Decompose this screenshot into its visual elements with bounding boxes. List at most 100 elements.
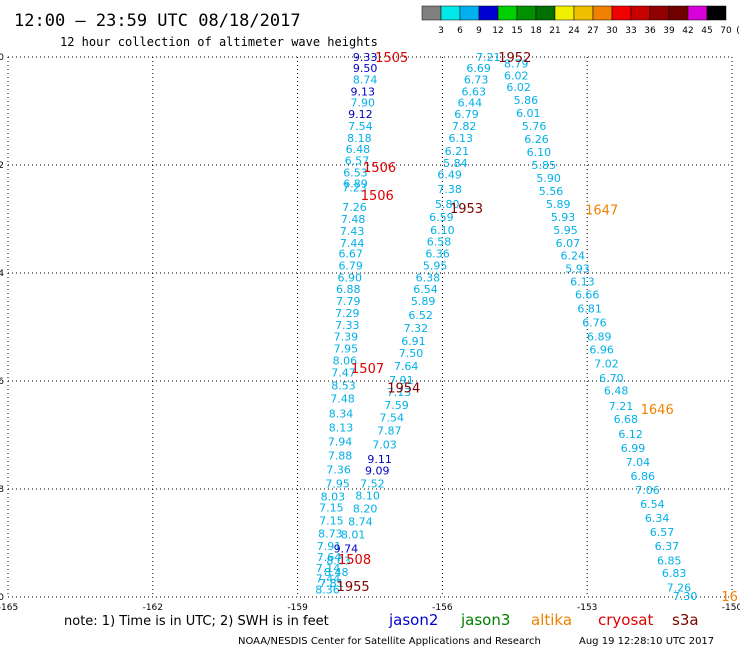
- pass-time-label: 16: [721, 590, 738, 605]
- wave-height-value: 7.91: [317, 540, 342, 553]
- color-scale-label: 45: [701, 26, 712, 36]
- wave-height-value: 7.43: [340, 225, 365, 238]
- wave-height-value: 7.21: [476, 51, 501, 64]
- wave-height-value: 7.94: [328, 435, 353, 448]
- wave-height-value: 5.89: [546, 198, 571, 211]
- y-tick-label: -46: [0, 377, 4, 387]
- wave-height-value: 5.85: [532, 159, 557, 172]
- pass-time-label: 1647: [585, 203, 618, 218]
- wave-height-value: 6.10: [527, 146, 552, 159]
- credit-text: NOAA/NESDIS Center for Satellite Applica…: [238, 636, 541, 647]
- color-scale-label: 70: [720, 26, 732, 36]
- color-swatch: [421, 5, 442, 21]
- wave-height-value: 8.20: [353, 502, 378, 515]
- wave-height-value: 7.59: [384, 399, 409, 412]
- wave-height-value: 6.48: [604, 385, 629, 398]
- wave-height-value: 8.73: [318, 527, 343, 540]
- wave-height-value: 7.44: [340, 237, 365, 250]
- timestamp-text: Aug 19 12:28:10 UTC 2017: [579, 636, 714, 647]
- satellite-legend: jason2 jason3 altika cryosat s3a: [388, 611, 699, 629]
- color-swatch: [535, 5, 556, 21]
- color-scale-label: 21: [549, 26, 560, 36]
- wave-height-value: 7.90: [351, 96, 376, 109]
- wave-height-value: 7.47: [331, 366, 356, 379]
- wave-height-value: 6.69: [466, 62, 491, 75]
- y-tick-label: -40: [0, 53, 4, 63]
- x-tick-label: -150: [722, 603, 740, 613]
- pass-time-label: 1506: [363, 161, 396, 176]
- wave-height-value: 8.13: [329, 421, 354, 434]
- wave-height-value: 6.36: [425, 248, 450, 261]
- wave-height-value: 9.33: [353, 51, 378, 64]
- wave-height-value: 5.56: [539, 185, 564, 198]
- color-swatch: [516, 5, 537, 21]
- color-swatch: [478, 5, 499, 21]
- wave-height-value: 6.85: [657, 554, 682, 567]
- pass-time-label: 1953: [450, 202, 483, 217]
- wave-height-value: 7.06: [635, 484, 660, 497]
- x-tick-label: -165: [0, 603, 18, 613]
- wave-height-value: 7.14: [316, 562, 341, 575]
- color-scale-label: 3: [438, 26, 444, 36]
- color-swatch: [459, 5, 480, 21]
- wave-height-value: 5.86: [514, 94, 539, 107]
- wave-height-value: 7.39: [334, 331, 359, 344]
- wave-height-value: 6.79: [338, 259, 363, 272]
- wave-height-value: 7.23: [342, 182, 367, 195]
- wave-height-value: 8.74: [353, 74, 378, 87]
- wave-height-value: 6.21: [445, 145, 470, 158]
- color-scale-label: 6: [457, 26, 463, 36]
- y-tick-label: -50: [0, 593, 4, 603]
- wave-height-value: 6.90: [337, 271, 362, 284]
- wave-height-value: 8.01: [341, 528, 366, 541]
- wave-height-value: 7.52: [360, 478, 385, 491]
- wave-height-value: 6.57: [345, 155, 370, 168]
- wave-height-value: 6.49: [437, 169, 462, 182]
- wave-height-value: 7.88: [328, 450, 353, 463]
- pass-time-label: 1506: [361, 189, 394, 204]
- wave-height-value: 7.48: [330, 392, 355, 405]
- wave-height-value: 9.74: [334, 542, 359, 555]
- wave-height-value: 6.57: [650, 526, 675, 539]
- wave-height-value: 6.58: [427, 236, 452, 249]
- wave-height-value: 6.13: [570, 276, 595, 289]
- wave-height-value: 7.15: [319, 501, 344, 514]
- wave-height-value: 8.79: [504, 57, 529, 70]
- wave-height-value: 8.36: [315, 583, 340, 596]
- wave-height-value: 6.70: [599, 372, 624, 385]
- wave-height-value: 6.52: [408, 309, 433, 322]
- legend-jason2: jason2: [388, 611, 438, 629]
- wave-height-value: 6.99: [621, 442, 646, 455]
- pass-time-label: 1954: [387, 381, 420, 396]
- wave-height-value: 6.01: [516, 107, 541, 120]
- wave-height-value: 6.54: [413, 283, 438, 296]
- wave-height-value: 7.26: [342, 201, 367, 214]
- wave-height-value: 7.64: [317, 551, 342, 564]
- color-swatch: [440, 5, 461, 21]
- wave-height-value: 7.26: [667, 581, 692, 594]
- wave-height-value: 9.50: [353, 62, 378, 75]
- wave-height-value: 7.44: [316, 573, 341, 586]
- wave-height-value: 6.10: [430, 224, 455, 237]
- color-scale-label: 30: [606, 26, 618, 36]
- color-swatch: [668, 5, 689, 21]
- wave-height-value: 9.12: [348, 108, 373, 121]
- wave-height-value: 6.34: [645, 512, 670, 525]
- wave-height-value: 7.29: [335, 307, 360, 320]
- x-tick-label: -159: [287, 603, 308, 613]
- y-tick-label: -42: [0, 161, 4, 171]
- wave-height-value: 5.80: [435, 198, 460, 211]
- wave-height-value: 7.91: [389, 374, 414, 387]
- x-tick-label: -153: [577, 603, 597, 613]
- wave-height-value: 6.13: [448, 132, 473, 145]
- wave-height-value: 6.07: [556, 237, 581, 250]
- wave-height-value: 6.96: [589, 344, 614, 357]
- legend-s3a: s3a: [672, 611, 699, 629]
- color-scale-label: 15: [511, 26, 522, 36]
- wave-height-value: 6.66: [575, 289, 600, 302]
- wave-height-value: 7.54: [348, 120, 373, 133]
- wave-height-value: 6.02: [504, 69, 529, 82]
- pass-time-label: 1505: [375, 51, 408, 66]
- wave-height-value: 5.76: [522, 120, 547, 133]
- color-swatch: [706, 5, 727, 21]
